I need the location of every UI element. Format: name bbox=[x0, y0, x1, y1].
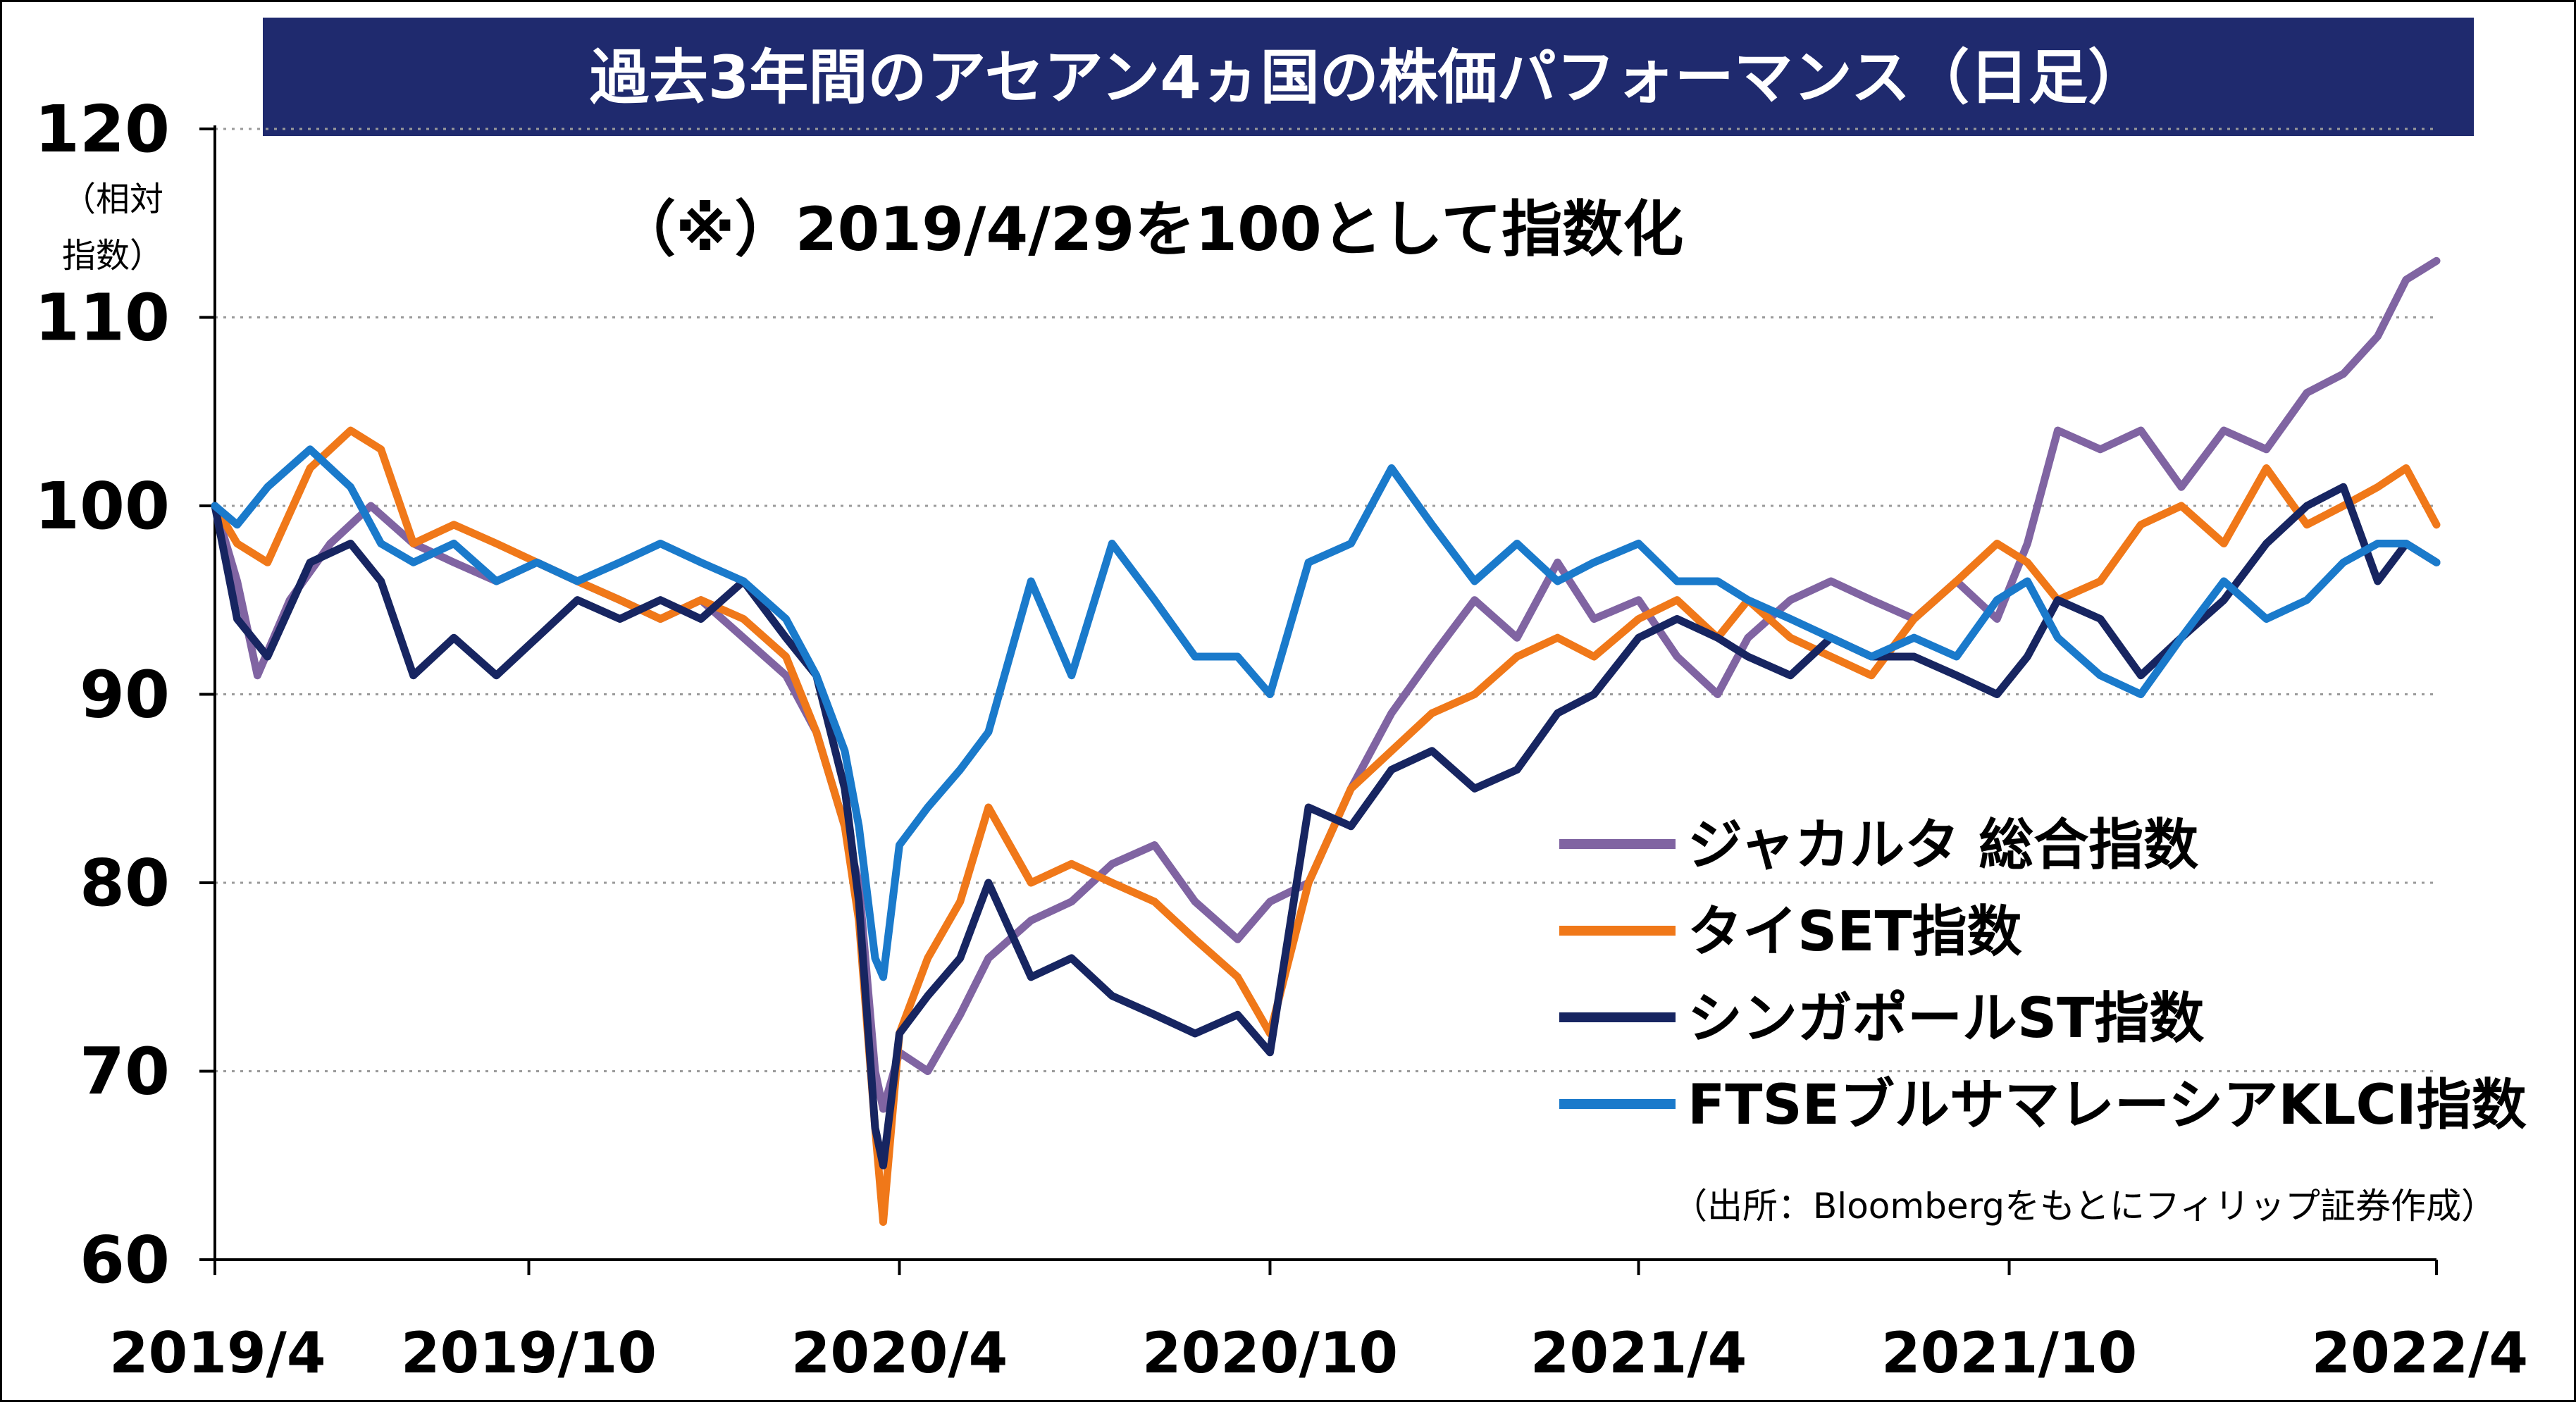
y-axis-label-line-1: （相対 bbox=[62, 180, 163, 219]
y-tick-label: 70 bbox=[80, 1034, 170, 1110]
series-line-1 bbox=[211, 426, 2441, 1226]
x-tick-label: 2019/10 bbox=[401, 1320, 657, 1386]
grid-lines bbox=[215, 128, 2436, 1072]
chart-subtitle: （※）2019/4/29を100として指数化 bbox=[615, 194, 1683, 265]
title-banner bbox=[263, 18, 2474, 136]
x-tick-label: 2020/10 bbox=[1142, 1320, 1398, 1386]
series-line-3 bbox=[211, 445, 2441, 981]
chart-title: 過去3年間のアセアン4ヵ国の株価パフォーマンス（日足） bbox=[590, 43, 2147, 112]
x-tick-label: 2022/4 bbox=[2311, 1320, 2528, 1386]
series-line-2 bbox=[211, 483, 2441, 1170]
legend-label-0: ジャカルタ 総合指数 bbox=[1688, 814, 2198, 877]
axes: 60 70 80 90 100 110 120 2019/4 2019/10 2020/4 2020… bbox=[35, 92, 2528, 1386]
x-tick-label: 2021/4 bbox=[1530, 1320, 1747, 1386]
source-note: （出所：Bloombergをもとにフィリップ証券作成） bbox=[1672, 1186, 2496, 1227]
y-axis-label-line-2: 指数） bbox=[62, 236, 163, 275]
y-tick-label: 110 bbox=[35, 280, 170, 356]
y-tick-label: 90 bbox=[80, 657, 170, 733]
legend-label-1: タイSET指数 bbox=[1688, 900, 2022, 964]
legend-label-2: シンガポールST指数 bbox=[1688, 987, 2204, 1050]
series-line-0 bbox=[211, 256, 2441, 1113]
y-tick-label: 100 bbox=[35, 469, 170, 544]
x-tick-label: 2020/4 bbox=[791, 1320, 1008, 1386]
x-tick-label: 2021/10 bbox=[1881, 1320, 2137, 1386]
legend-label-3: FTSEブルサマレーシアKLCI指数 bbox=[1688, 1074, 2527, 1137]
y-tick-label: 60 bbox=[80, 1222, 170, 1298]
series-group bbox=[211, 256, 2441, 1226]
y-tick-label: 80 bbox=[80, 845, 170, 921]
y-tick-label: 120 bbox=[35, 92, 170, 167]
x-tick-label: 2019/4 bbox=[109, 1320, 326, 1386]
